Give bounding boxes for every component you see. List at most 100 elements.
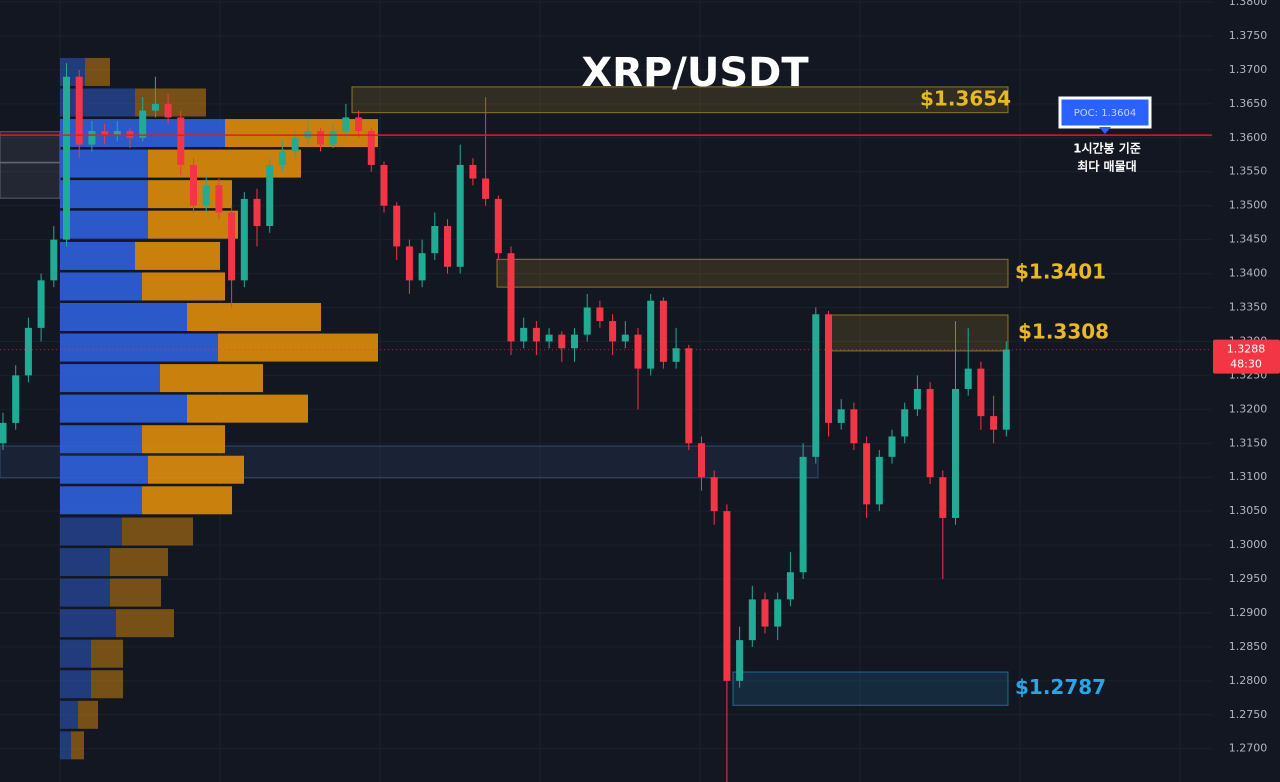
zone xyxy=(0,131,61,163)
candle-body xyxy=(672,348,680,362)
candle-body xyxy=(164,103,172,118)
candle-body xyxy=(482,178,490,199)
y-tick-label: 1.2700 xyxy=(1229,742,1268,755)
y-tick-label: 1.3700 xyxy=(1229,63,1268,76)
zone xyxy=(351,86,1009,114)
candle-body xyxy=(278,151,286,165)
candle-body xyxy=(113,131,121,135)
zone-label: $1.2787 xyxy=(1015,675,1106,699)
price-badge xyxy=(1213,339,1280,374)
candle-body xyxy=(380,164,388,206)
annotation: 1시간봉 기준 xyxy=(1073,141,1141,156)
profile-buy xyxy=(60,210,148,239)
candle-body xyxy=(571,334,578,349)
candle-body xyxy=(558,334,566,349)
profile-buy xyxy=(60,333,218,362)
candle-body xyxy=(342,117,350,132)
profile-sell xyxy=(116,609,174,638)
candle-body xyxy=(355,117,363,132)
candle-body xyxy=(266,164,274,227)
profile-buy xyxy=(60,609,116,638)
candle-body xyxy=(177,117,185,165)
candle-body xyxy=(151,103,159,111)
y-tick-label: 1.2850 xyxy=(1229,640,1268,653)
profile-buy xyxy=(60,486,142,515)
candle-body xyxy=(88,131,96,145)
profile-sell xyxy=(85,57,110,86)
candle-body xyxy=(0,422,7,444)
profile-buy xyxy=(60,149,148,178)
y-tick-label: 1.3450 xyxy=(1229,233,1268,246)
candle-body xyxy=(799,456,807,573)
candle-body xyxy=(405,246,413,281)
candle-body xyxy=(837,409,845,423)
profile-sell xyxy=(71,731,84,760)
candle-body xyxy=(291,137,299,152)
y-tick-label: 1.3350 xyxy=(1229,301,1268,314)
candle-body xyxy=(698,443,705,478)
candle-body xyxy=(545,334,553,342)
candle-body xyxy=(37,280,45,328)
poc-box xyxy=(1058,96,1152,129)
profile-sell xyxy=(110,578,161,607)
profile-buy xyxy=(60,180,148,209)
zone xyxy=(496,258,1009,288)
zone xyxy=(825,314,1009,352)
candle-body xyxy=(621,334,629,342)
candle-body xyxy=(952,388,959,518)
zone-label: $1.3654 xyxy=(920,86,1011,110)
profile-sell xyxy=(148,455,244,484)
y-tick-label: 1.2800 xyxy=(1229,674,1268,687)
poc-pointer xyxy=(1099,127,1111,134)
candle-body xyxy=(329,131,337,145)
candle-body xyxy=(901,409,909,437)
candle-body xyxy=(926,388,934,478)
candle-body xyxy=(736,640,744,681)
profile-buy xyxy=(60,425,142,454)
candle-body xyxy=(977,368,985,417)
candle-body xyxy=(520,327,528,342)
candle-body xyxy=(317,131,324,145)
candle-body xyxy=(710,477,718,512)
y-tick-label: 1.3150 xyxy=(1229,436,1268,449)
profile-sell xyxy=(187,303,321,332)
candle-body xyxy=(913,388,921,410)
profile-sell xyxy=(135,241,220,270)
countdown: 48:30 xyxy=(1230,358,1262,371)
profile-sell xyxy=(78,700,98,729)
candle-body xyxy=(12,375,20,423)
y-tick-label: 1.3800 xyxy=(1229,0,1268,8)
profile-sell xyxy=(225,119,378,148)
candle-body xyxy=(964,368,972,389)
candle-body xyxy=(367,131,375,165)
profile-sell xyxy=(218,333,378,362)
y-tick-label: 1.3600 xyxy=(1229,131,1268,144)
candle-body xyxy=(774,599,782,627)
candle-body xyxy=(723,511,731,681)
chart-title: XRP/USDT xyxy=(581,50,809,96)
profile-buy xyxy=(60,731,71,760)
candle-body xyxy=(240,198,248,281)
profile-buy xyxy=(60,272,142,301)
poc-label: POC: 1.3604 xyxy=(1074,108,1136,119)
candle-body xyxy=(50,239,58,281)
candle-body xyxy=(1002,349,1010,430)
candle-body xyxy=(532,327,540,342)
y-tick-label: 1.3200 xyxy=(1229,402,1268,415)
profile-sell xyxy=(142,425,225,454)
candle-body xyxy=(253,198,261,227)
candle-body xyxy=(850,409,858,444)
candle-body xyxy=(215,185,223,213)
candle-body xyxy=(875,456,883,505)
profile-buy xyxy=(60,700,78,729)
candle-body xyxy=(63,76,70,240)
last-price-label: 1.3288 xyxy=(1227,343,1266,356)
candle-body xyxy=(418,253,426,281)
candle-body xyxy=(812,314,820,457)
candle-body xyxy=(685,348,693,444)
y-tick-label: 1.3500 xyxy=(1229,199,1268,212)
candle-body xyxy=(456,164,464,267)
annotation: 최다 매물대 xyxy=(1077,159,1136,174)
profile-buy xyxy=(60,548,110,577)
